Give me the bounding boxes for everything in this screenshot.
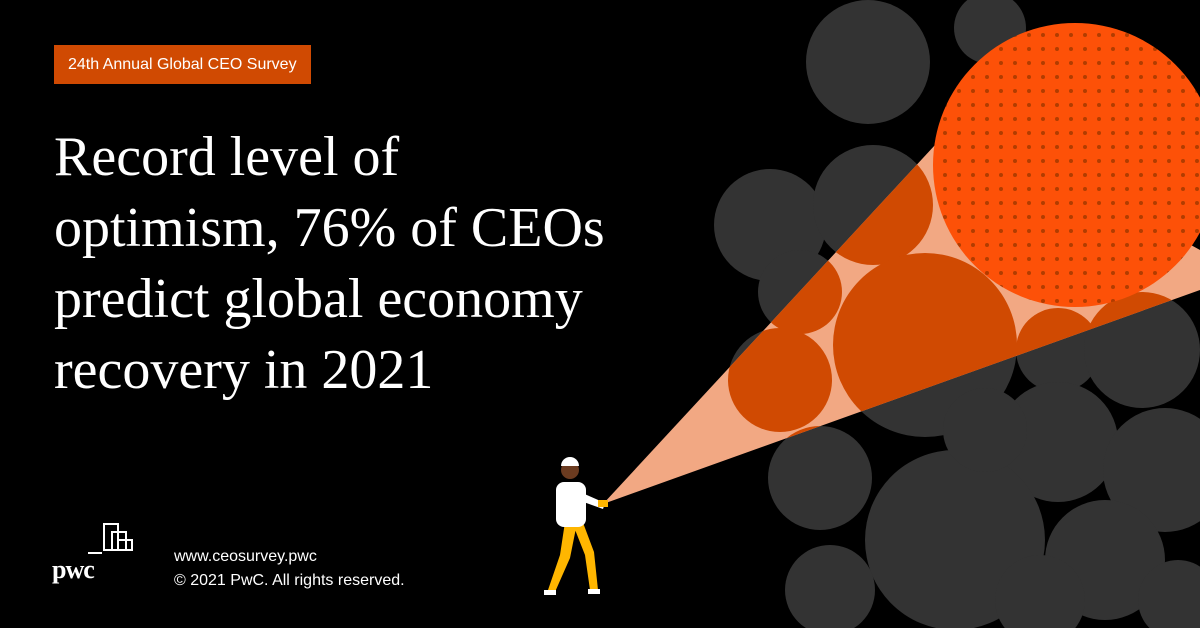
logo: pwc [52, 555, 95, 584]
headline-line: predict global economy [54, 268, 583, 330]
bubble [995, 555, 1085, 628]
survey-tag: 24th Annual Global CEO Survey [54, 45, 311, 84]
bubble [998, 382, 1118, 502]
bubble [943, 388, 1027, 472]
copyright: © 2021 PwC. All rights reserved. [174, 572, 405, 589]
logo-mark [88, 523, 133, 554]
bubble [1103, 408, 1200, 532]
headline-line: Record level of [54, 126, 400, 188]
headline: Record level of optimism, 76% of CEOs pr… [54, 122, 605, 406]
footer: www.ceosurvey.pwc © 2021 PwC. All rights… [174, 545, 405, 593]
headline-line: optimism, 76% of CEOs [54, 197, 605, 259]
bubble [806, 0, 930, 124]
headline-line: recovery in 2021 [54, 339, 434, 401]
bubble [1138, 560, 1200, 628]
bubble [768, 426, 872, 530]
bubble [728, 328, 832, 432]
url: www.ceosurvey.pwc [174, 548, 317, 565]
person [544, 457, 608, 595]
bubble [785, 545, 875, 628]
spotlight-circle [933, 23, 1200, 307]
